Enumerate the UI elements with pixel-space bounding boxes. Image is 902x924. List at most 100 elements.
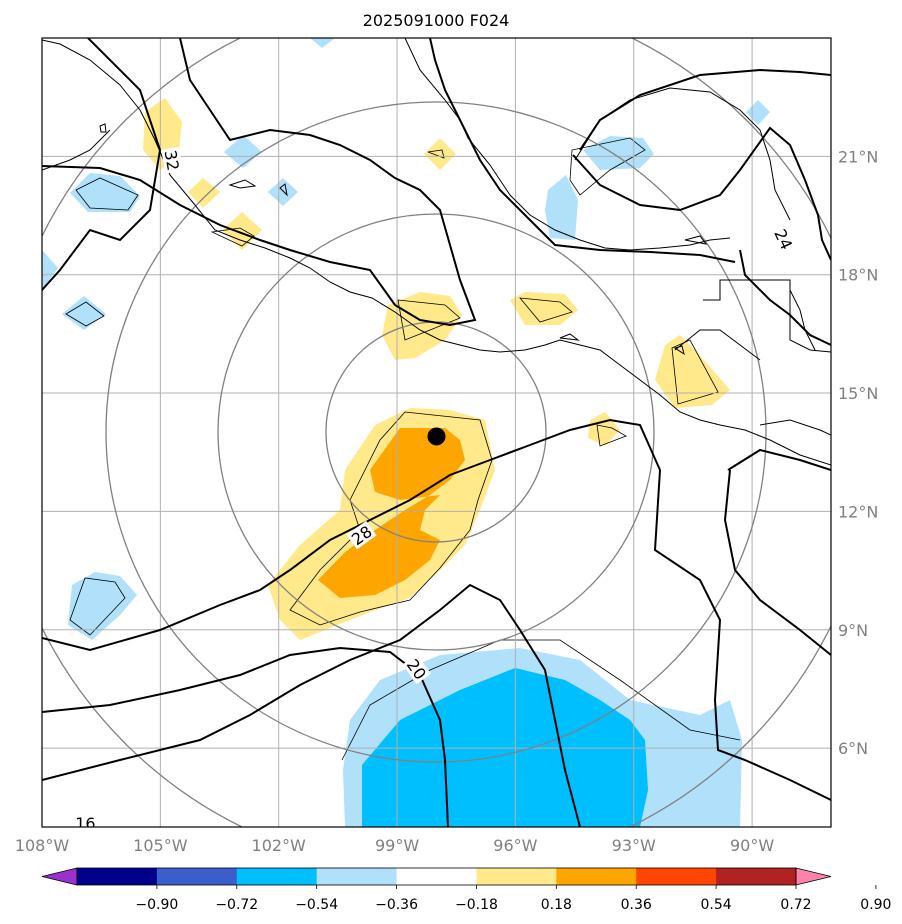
lat-tick-label: 9°N [838,621,868,640]
contour-24-north [579,68,831,151]
negative-region-ne [545,175,578,240]
outline-ne [569,137,646,196]
colorbar-tick-label: −0.54 [295,897,338,913]
contour-label-background [161,146,184,174]
coastlines [42,38,831,466]
contour-east-loop [727,448,831,471]
colorbar-tick-label: 0.18 [541,897,572,913]
island-1 [228,179,257,189]
negative-anomaly-shading [42,38,770,827]
latitude-tick-labels: 21°N 18°N 15°N 12°N 9°N 6°N [838,147,878,758]
map-frame [41,37,832,828]
storm-center-marker [427,427,446,446]
negative-speck-2 [268,178,298,206]
positive-core-storm [318,428,465,598]
island-6 [684,235,708,245]
colorbar-tick-label: 0.72 [780,897,811,913]
coastline-central-america [759,419,831,436]
colorbar-swatch [396,868,477,885]
lat-tick-label: 15°N [838,384,878,403]
colorbar-swatch [636,868,717,885]
outline-tiny-2 [427,149,445,159]
lat-tick-label: 6°N [838,739,868,758]
lon-tick-label: 96°W [493,836,537,855]
colorbar-tick-label: −0.72 [215,897,258,913]
lon-tick-label: 90°W [730,836,774,855]
lon-tick-label: 102°W [252,836,307,855]
border-guatemala [703,279,831,353]
contour-28-band [42,418,831,801]
colorbar-swatch [716,868,797,885]
contour-label: 32 [161,149,183,172]
colorbar-extend-low [41,867,78,886]
colorbar-swatch [156,868,238,885]
colorbar-tick-label: 0.54 [701,897,732,913]
island-2 [279,183,288,197]
contour-24-south [42,646,449,827]
contour-label-background [73,814,98,827]
contour-20 [42,583,581,827]
contour-east-loop-2 [723,469,831,656]
colorbar-swatch [77,868,158,885]
positive-region-far-e [655,335,730,408]
colorbar-tick-label: 0.90 [860,897,891,913]
negative-region-ne2 [583,136,654,170]
positive-region-e [510,292,578,325]
lat-tick-label: 18°N [838,266,878,285]
outline-sw [69,577,126,636]
outline-small-e [596,424,627,447]
lon-tick-label: 99°W [375,836,419,855]
coastline-belize [789,289,816,351]
bold-contours [42,38,831,827]
lon-tick-label: 93°W [612,836,656,855]
lat-tick-label: 21°N [838,147,878,166]
island-4 [559,333,580,341]
colorbar-tick-label: −0.90 [135,897,178,913]
colorbar-tick-label: −0.18 [455,897,498,913]
island-5 [673,345,685,356]
lat-tick-label: 12°N [838,502,878,521]
negative-speck-3 [224,135,262,168]
positive-speck-1 [188,178,220,208]
negative-region-nw [70,173,140,212]
contour-24-ne [572,126,831,261]
negative-speck-6 [42,250,58,290]
colorbar: −0.90 −0.72 −0.54 −0.36 −0.18 0.18 0.36 0.54 0.7… [41,867,891,913]
colorbar-swatch [476,868,557,885]
coastline-pacific-mexico [42,39,831,466]
outline-tiny-1 [65,301,105,327]
colorbar-extend-high [795,867,832,886]
border-mexico-guatemala [674,329,761,361]
positive-speck-3 [424,138,456,170]
colorbar-tick-label: −0.36 [375,897,418,913]
outline-south [341,639,741,761]
longitude-tick-labels: 108°W 105°W 102°W 99°W 96°W 93°W 90°W [15,836,775,855]
colorbar-swatch [556,868,637,885]
colorbar-tick-label: 0.36 [621,897,652,913]
contour-label-background [770,224,797,254]
lon-tick-label: 105°W [133,836,188,855]
contour-24-east [739,249,831,346]
negative-speck-4 [62,296,106,330]
contour-32-mid [42,38,477,327]
range-ring-3 [105,101,767,763]
positive-speck-2 [222,212,262,250]
island-3 [99,123,107,133]
contour-label-background [346,520,377,550]
negative-speck-5 [310,38,335,48]
colorbar-frame [76,867,797,886]
lon-tick-label: 108°W [15,836,70,855]
colorbar-swatch [316,868,398,885]
contour-32-west [42,38,162,291]
contour-24-central [429,38,736,263]
outline-e [519,297,573,323]
contour-label: 16 [75,814,95,833]
outline-nw [75,177,139,211]
range-ring-2 [217,213,655,651]
figure-title: 2025091000 F024 [363,11,510,30]
coastline-gulf [404,38,731,251]
colorbar-swatch [236,868,318,885]
coastline-nw [42,129,111,171]
